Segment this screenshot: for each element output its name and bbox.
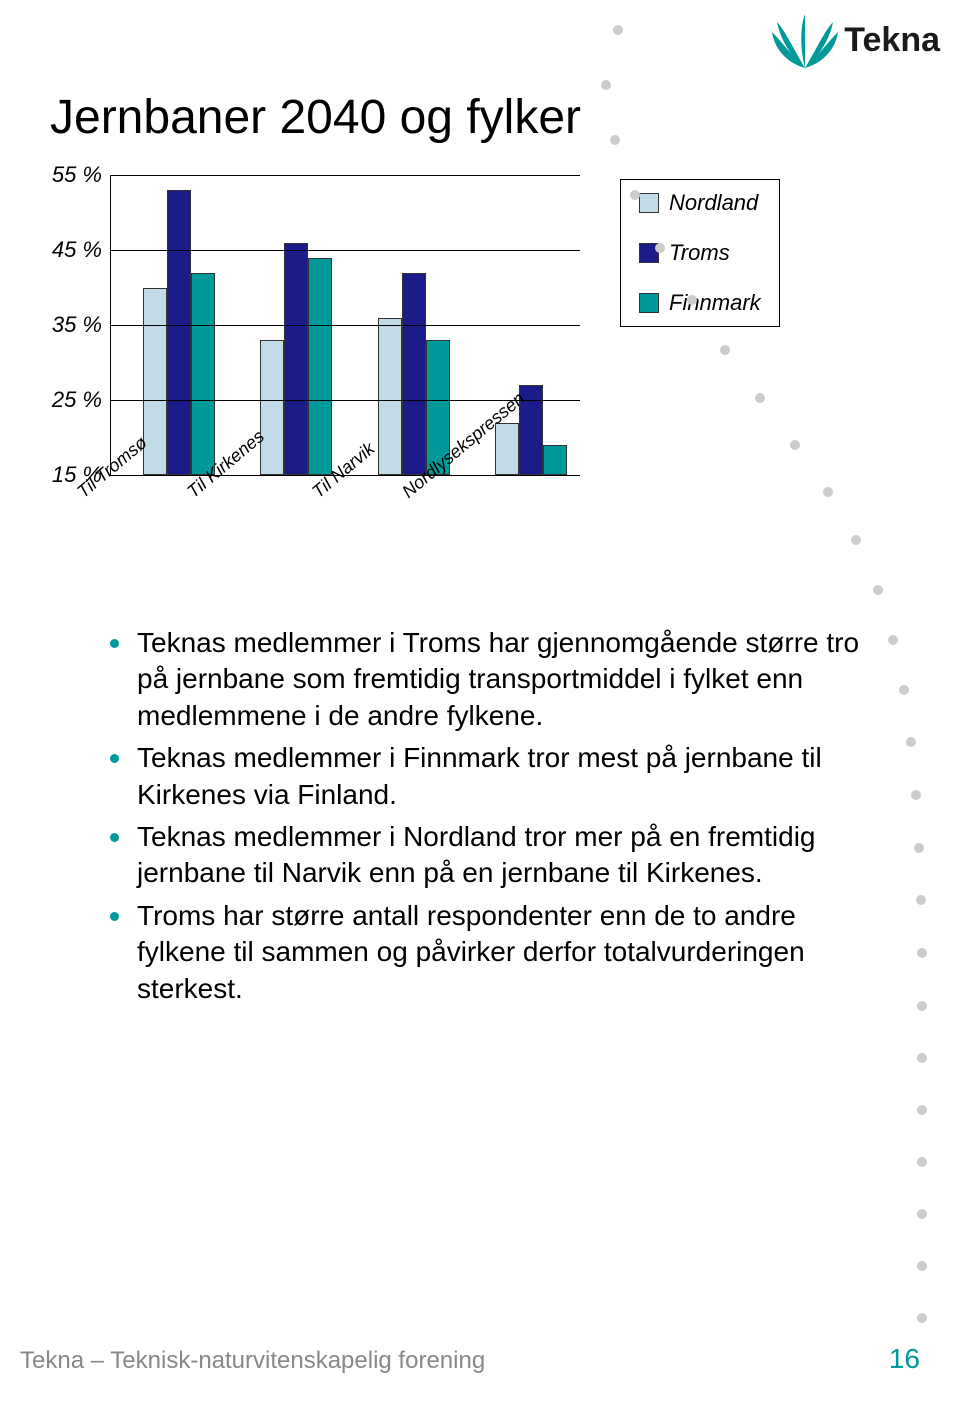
page-number: 16 [889,1343,920,1375]
chart-legend: Nordland Troms Finnmark [620,179,780,327]
bar [495,423,519,476]
bar [284,243,308,476]
chart-region: 15 %25 %35 %45 %55 % Til TromsøTil Kirke… [50,175,910,515]
grid-line [110,325,580,326]
legend-swatch [639,243,659,263]
bar [167,190,191,475]
tekna-logo-icon [770,10,840,70]
bar [260,340,284,475]
bullet-dot-icon [110,639,119,648]
legend-swatch [639,293,659,313]
legend-item: Troms [639,240,761,266]
grid-line [110,250,580,251]
bar-chart: 15 %25 %35 %45 %55 % Til TromsøTil Kirke… [50,175,580,515]
legend-label: Nordland [669,190,758,216]
bullet-text: Teknas medlemmer i Nordland tror mer på … [137,819,880,892]
bullet-item: Teknas medlemmer i Finnmark tror mest på… [110,740,880,813]
y-tick-label: 25 % [52,387,102,413]
y-tick-label: 45 % [52,237,102,263]
legend-label: Finnmark [669,290,761,316]
bar [378,318,402,476]
bullet-text: Teknas medlemmer i Troms har gjennomgåen… [137,625,880,734]
bar [402,273,426,476]
bullet-dot-icon [110,754,119,763]
x-axis-labels: Til TromsøTil KirkenesTil NarvikNordlyse… [110,485,580,565]
legend-swatch [639,193,659,213]
bullet-dot-icon [110,833,119,842]
bar [191,273,215,476]
y-axis-labels: 15 %25 %35 %45 %55 % [50,175,110,475]
legend-item: Finnmark [639,290,761,316]
bar-group [260,243,332,476]
brand-logo: Tekna [770,10,940,70]
page-title: Jernbaner 2040 og fylker [50,90,910,145]
bullet-text: Troms har større antall respondenter enn… [137,898,880,1007]
footer-text: Tekna – Teknisk-naturvitenskapelig foren… [20,1347,485,1375]
y-tick-label: 55 % [52,162,102,188]
bullet-list: Teknas medlemmer i Troms har gjennomgåen… [110,625,880,1007]
grid-line [110,175,580,176]
bullet-item: Teknas medlemmer i Nordland tror mer på … [110,819,880,892]
bar [308,258,332,476]
bar [543,445,567,475]
legend-label: Troms [669,240,730,266]
bar-group [378,273,450,476]
bullet-item: Teknas medlemmer i Troms har gjennomgåen… [110,625,880,734]
y-tick-label: 35 % [52,312,102,338]
bullet-text: Teknas medlemmer i Finnmark tror mest på… [137,740,880,813]
bar-group [143,190,215,475]
bullet-dot-icon [110,912,119,921]
plot-area [110,175,580,475]
bullet-item: Troms har større antall respondenter enn… [110,898,880,1007]
brand-logo-text: Tekna [844,21,940,60]
legend-item: Nordland [639,190,761,216]
